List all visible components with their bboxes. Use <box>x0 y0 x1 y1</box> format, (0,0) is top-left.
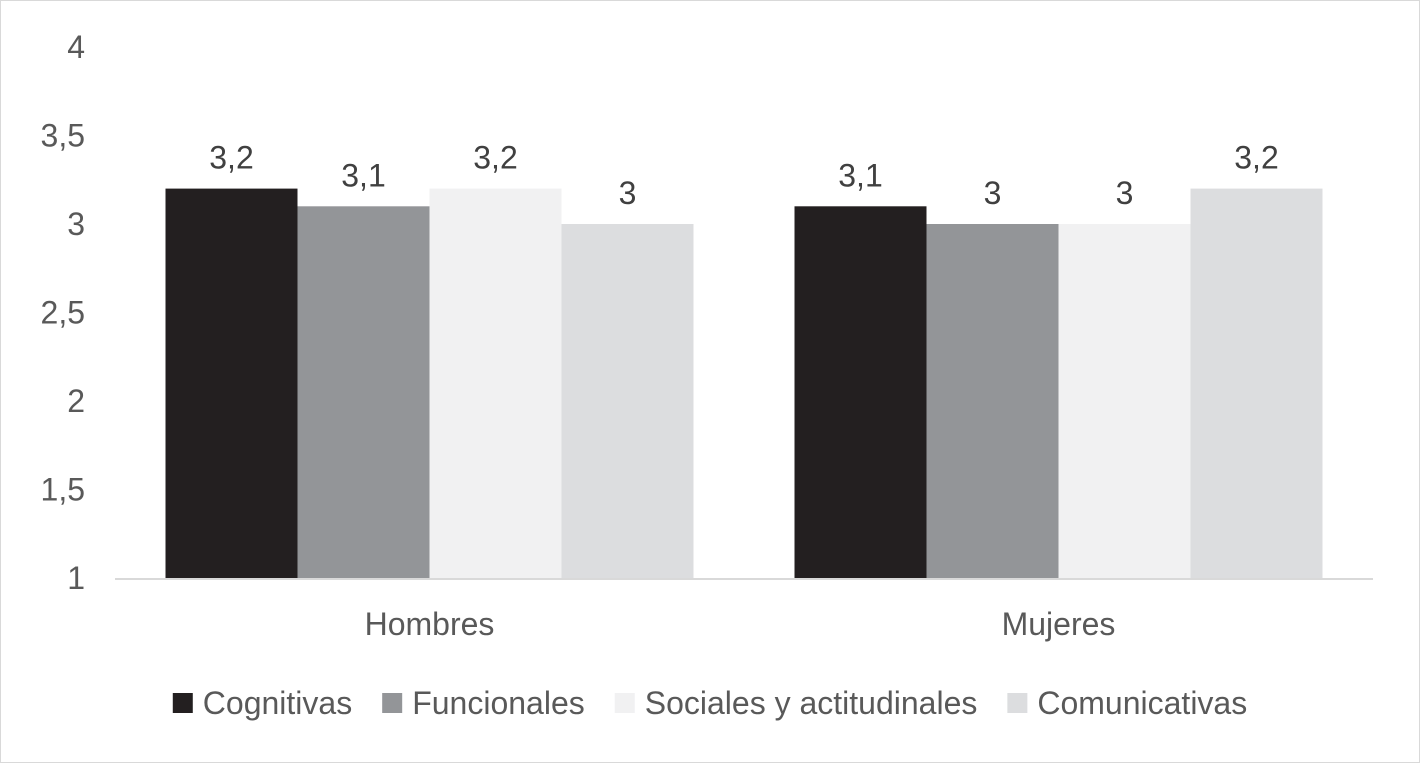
legend-label: Cognitivas <box>203 685 352 721</box>
category-labels: Hombres Mujeres <box>365 606 1116 642</box>
bar <box>1190 188 1323 578</box>
legend: Cognitivas Funcionales Sociales y actitudi… <box>172 685 1247 721</box>
data-label: 3,2 <box>209 140 253 176</box>
y-tick-label: 1 <box>67 560 85 596</box>
legend-label: Comunicativas <box>1037 685 1247 721</box>
bars <box>165 188 1323 579</box>
bar <box>561 224 694 578</box>
y-axis-tick-labels: 1 1,5 2 2,5 3 3,5 4 <box>41 29 85 596</box>
legend-label: Sociales y actitudinales <box>645 685 978 721</box>
data-label: 3,2 <box>473 140 517 176</box>
bar <box>429 188 562 578</box>
legend-swatch <box>614 693 635 713</box>
y-tick-label: 2 <box>67 383 85 419</box>
data-label: 3,1 <box>341 157 385 193</box>
legend-swatch <box>382 693 403 713</box>
legend-swatch <box>172 693 193 713</box>
data-label: 3,2 <box>1234 140 1278 176</box>
y-tick-label: 3 <box>67 206 85 242</box>
bar <box>165 188 298 578</box>
bar <box>297 206 430 579</box>
data-label: 3 <box>984 175 1002 211</box>
y-tick-label: 1,5 <box>41 472 85 508</box>
data-label: 3 <box>1116 175 1134 211</box>
data-label: 3 <box>619 175 637 211</box>
y-tick-label: 3,5 <box>41 118 85 154</box>
legend-swatch <box>1007 693 1028 713</box>
y-tick-label: 4 <box>67 29 85 65</box>
bar <box>794 206 927 579</box>
legend-label: Funcionales <box>412 685 585 721</box>
y-tick-label: 2,5 <box>41 295 85 331</box>
data-labels: 3,2 3,1 3,2 3 3,1 3 3 3,2 <box>209 140 1278 211</box>
data-label: 3,1 <box>838 157 882 193</box>
bar <box>926 224 1059 578</box>
category-label: Hombres <box>365 606 495 642</box>
category-label: Mujeres <box>1002 606 1116 642</box>
bar <box>1058 224 1191 578</box>
